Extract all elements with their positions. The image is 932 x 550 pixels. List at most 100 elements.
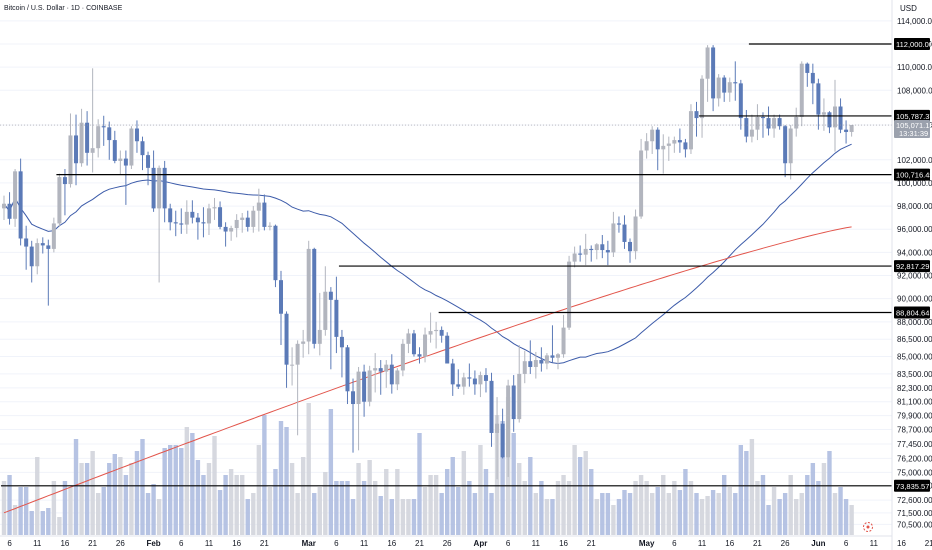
candle-body bbox=[522, 361, 527, 374]
candle-body bbox=[727, 82, 732, 93]
volume-bar bbox=[533, 493, 539, 535]
volume-bar bbox=[710, 490, 716, 535]
date-tick-label: 21 bbox=[925, 539, 932, 548]
volume-bar bbox=[716, 493, 721, 535]
candle-body bbox=[96, 126, 101, 149]
candle-body bbox=[578, 253, 583, 255]
volume-bar bbox=[688, 481, 694, 535]
candle-body bbox=[373, 368, 378, 371]
volume-bar bbox=[411, 499, 417, 535]
candle-body bbox=[206, 208, 211, 224]
price-tags: 112,000.00 105,787.37 100,716.45 92,817.29 8… bbox=[894, 37, 932, 492]
candle-body bbox=[256, 202, 261, 211]
ma-50-line bbox=[3, 143, 852, 365]
date-tick-label: Apr bbox=[474, 539, 488, 548]
volume-bar bbox=[816, 481, 821, 535]
price-tick-label: 94,000.00 bbox=[897, 248, 932, 257]
candle-body bbox=[35, 243, 40, 267]
volume-bar bbox=[749, 439, 755, 535]
candle-body bbox=[539, 360, 544, 364]
candle-body bbox=[711, 47, 716, 99]
volume-bar bbox=[544, 499, 550, 535]
candle-body bbox=[90, 148, 95, 153]
candle-body bbox=[456, 384, 461, 387]
candle-body bbox=[844, 129, 849, 132]
current-price-label: 105,071.13 bbox=[896, 121, 932, 130]
volume-bar bbox=[528, 457, 533, 535]
volume-bar bbox=[705, 496, 710, 535]
candle-body bbox=[157, 167, 162, 209]
date-tick-label: 6 bbox=[506, 539, 511, 548]
candle-body bbox=[345, 347, 350, 392]
volume-bar bbox=[90, 451, 95, 535]
volume-bar bbox=[771, 487, 777, 535]
volume-bar bbox=[450, 457, 455, 535]
volume-bar bbox=[262, 415, 267, 535]
level-tag-label: 112,000.00 bbox=[896, 40, 932, 49]
volume-bar bbox=[151, 484, 156, 535]
volume-bar bbox=[649, 493, 655, 535]
volume-bar bbox=[433, 475, 439, 535]
volume-bar bbox=[827, 451, 832, 535]
volume-bar bbox=[843, 499, 849, 535]
price-tick-label: 77,450.00 bbox=[897, 440, 932, 449]
volume-bar bbox=[794, 499, 799, 535]
volume-bar bbox=[644, 481, 649, 535]
volume-bar bbox=[727, 487, 732, 535]
candle-body bbox=[783, 126, 788, 164]
candle-body bbox=[2, 203, 6, 209]
date-tick-label: 21 bbox=[415, 539, 424, 548]
candle-body bbox=[389, 364, 394, 385]
candle-body bbox=[777, 118, 782, 127]
volume-bar bbox=[323, 472, 328, 535]
volume-bar bbox=[461, 451, 467, 535]
volume-bar bbox=[539, 481, 544, 535]
candle-body bbox=[655, 129, 660, 150]
candle-body bbox=[722, 77, 727, 93]
candle-body bbox=[151, 167, 156, 209]
candle-body bbox=[605, 250, 610, 253]
candle-body bbox=[118, 158, 123, 161]
level-tag bbox=[894, 168, 930, 181]
candle-body bbox=[168, 208, 173, 223]
volume-bar bbox=[206, 463, 212, 535]
candle-body bbox=[700, 78, 705, 119]
date-tick-label: 11 bbox=[33, 539, 42, 548]
candle-body bbox=[816, 83, 821, 115]
date-tick-label: 26 bbox=[781, 539, 790, 548]
volume-bar bbox=[245, 499, 250, 535]
volume-bar bbox=[638, 475, 644, 535]
candle-body bbox=[284, 313, 289, 365]
volume-bar bbox=[145, 493, 151, 535]
date-tick-label: 21 bbox=[587, 539, 596, 548]
settings-icon[interactable] bbox=[863, 522, 873, 532]
price-tick-label: 102,000.00 bbox=[897, 156, 932, 165]
volume-bar bbox=[140, 439, 145, 535]
current-price-tag bbox=[894, 120, 930, 139]
volume-bar bbox=[838, 487, 843, 535]
volume-bar bbox=[683, 469, 688, 535]
candle-body bbox=[162, 167, 167, 209]
candle-body bbox=[594, 244, 599, 251]
currency-label[interactable]: USD bbox=[900, 4, 917, 13]
candle-body bbox=[611, 223, 616, 253]
candle-body bbox=[561, 327, 566, 355]
candles bbox=[2, 45, 854, 480]
volume-bar bbox=[57, 517, 62, 535]
candle-body bbox=[833, 106, 837, 128]
time-axis[interactable]: 6 11 16 21 26 Feb 6 11 16 21 Mar 6 11 16 21 26 Apr 6 11 16 2… bbox=[7, 539, 932, 548]
level-tag bbox=[894, 306, 930, 319]
candle-body bbox=[661, 145, 666, 150]
price-tick-label: 114,000.00 bbox=[897, 17, 932, 26]
candle-body bbox=[245, 217, 250, 227]
candle-body bbox=[511, 385, 516, 420]
volume-bar bbox=[168, 445, 173, 535]
candle-body bbox=[849, 125, 854, 132]
date-tick-label: 16 bbox=[60, 539, 69, 548]
volume-bar bbox=[173, 445, 178, 535]
candle-body bbox=[18, 171, 23, 239]
volume-bar bbox=[289, 463, 295, 535]
candle-body bbox=[129, 128, 134, 166]
volume-bar bbox=[799, 493, 804, 535]
